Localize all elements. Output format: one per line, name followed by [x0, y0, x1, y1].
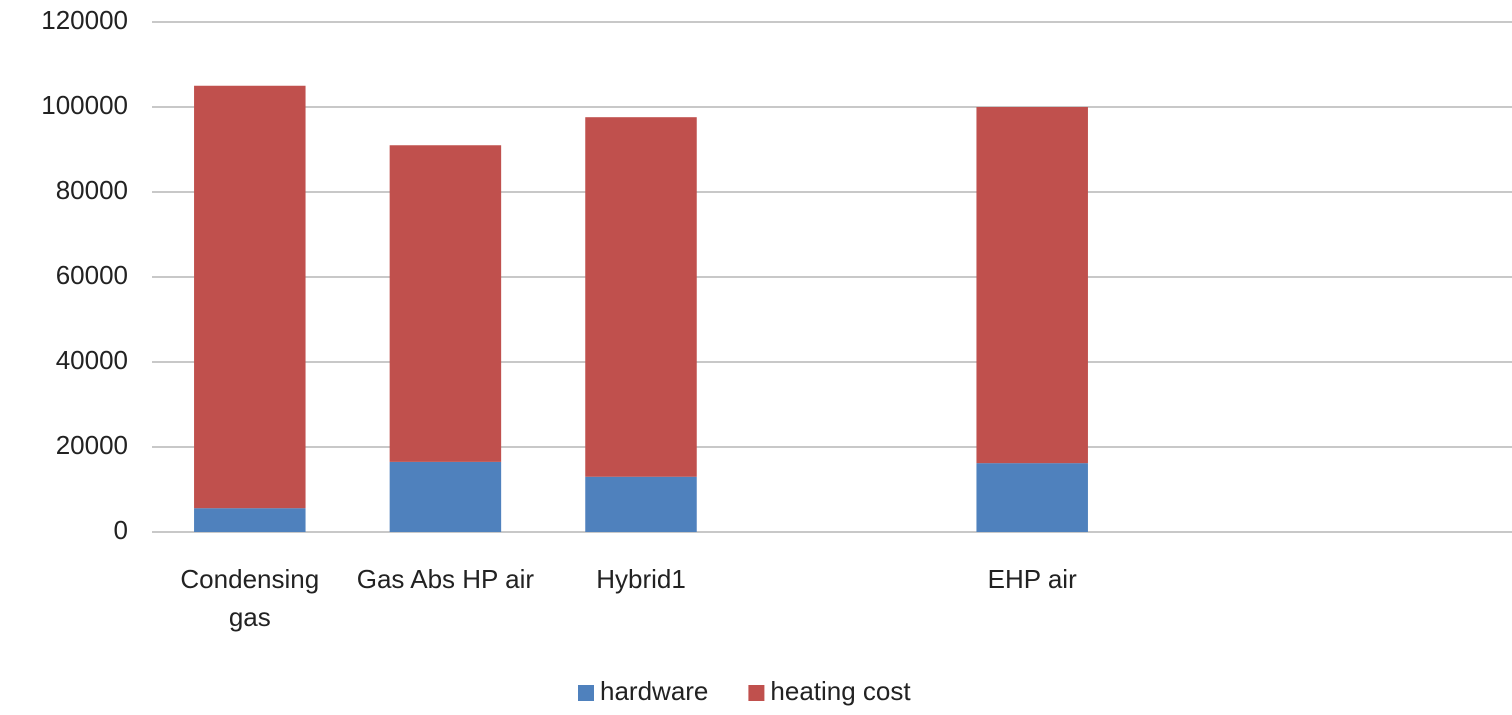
- y-tick-label: 40000: [56, 345, 128, 375]
- y-tick-label: 80000: [56, 175, 128, 205]
- y-tick-label: 120000: [41, 5, 128, 35]
- bar-segment: [976, 107, 1088, 464]
- y-tick-label: 100000: [41, 90, 128, 120]
- bar-segment: [585, 476, 697, 532]
- bar-segment: [194, 85, 306, 509]
- bar-segment: [389, 461, 502, 532]
- x-tick-label: Gas Abs HP air: [356, 564, 535, 594]
- y-tick-label: 60000: [56, 260, 128, 290]
- legend-swatch: [578, 685, 594, 701]
- x-tick-label: EHP air: [987, 564, 1077, 594]
- x-tick-label: Hybrid1: [596, 564, 686, 594]
- bar-segment: [585, 117, 697, 477]
- bar-segment: [194, 508, 306, 532]
- x-tick-label: Condensing gas: [180, 564, 320, 632]
- bar-segment: [389, 145, 502, 462]
- legend-label: heating cost: [770, 676, 911, 706]
- y-tick-label: 20000: [56, 430, 128, 460]
- y-tick-label: 0: [114, 515, 128, 545]
- legend-label: hardware: [600, 676, 708, 706]
- bar-segment: [976, 463, 1088, 532]
- legend-swatch: [748, 685, 765, 701]
